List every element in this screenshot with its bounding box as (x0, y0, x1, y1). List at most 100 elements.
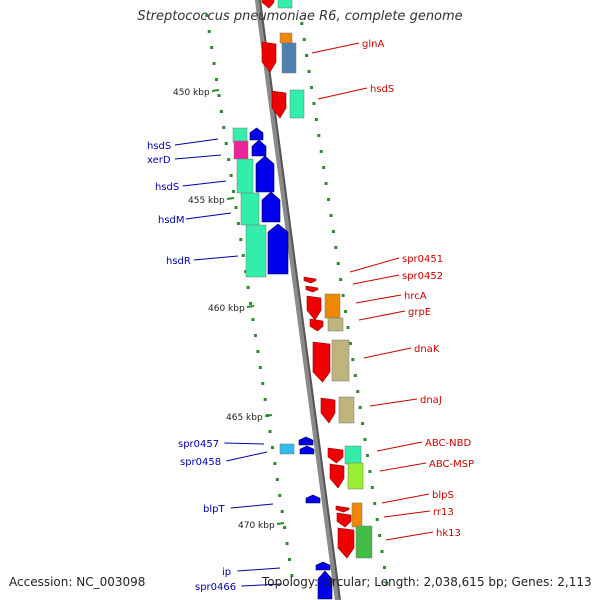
gene-label-xerd: xerD (147, 155, 171, 166)
gene-label-abc-nbd: ABC-NBD (425, 438, 471, 449)
gene-label-connector-abc-nbd (376, 441, 423, 452)
gene-cog-box-hsds (232, 127, 248, 143)
gene-label-connector-dnaj (369, 398, 418, 407)
ruler-tick (322, 166, 326, 169)
gene-label-spr0466: spr0466 (195, 582, 236, 593)
gene-label-connector-rr13 (383, 510, 431, 518)
ruler-tick (365, 454, 369, 457)
ruler-tick (310, 86, 314, 89)
ruler-tick (380, 550, 384, 553)
ruler-tick (285, 542, 289, 545)
ruler-tick (236, 222, 240, 225)
gene-label-hsds: hsdS (147, 141, 171, 152)
ruler-tick (305, 54, 309, 57)
gene-label-connector-spr0457 (224, 442, 265, 445)
ruler-label: 470 kbp (238, 521, 275, 531)
gene-label-hrca: hrcA (404, 291, 427, 302)
ruler-tick (356, 390, 360, 393)
gene-label-dnak: dnaK (414, 344, 440, 355)
ruler-tick (329, 214, 333, 217)
ruler-major-tick (276, 522, 285, 525)
ruler-tick (283, 526, 287, 529)
ruler-tick (239, 238, 243, 241)
ruler-tick (331, 230, 335, 233)
gene-cog-box-rr13 (351, 502, 363, 528)
gene-cds-spr0457 (298, 436, 314, 446)
ruler-label: 455 kbp (188, 196, 225, 206)
ruler-tick (249, 302, 253, 305)
gene-label-connector-hsdm (185, 212, 232, 220)
ruler-tick (210, 46, 214, 49)
gene-cds-hsdm (261, 191, 281, 223)
gene-cds-offscreen (261, 0, 275, 9)
gene-label-connector-spr0452 (352, 274, 400, 285)
ruler-tick (363, 438, 367, 441)
gene-cds-spr0452 (305, 285, 319, 293)
ruler-label: 465 kbp (226, 413, 263, 423)
gene-cog-box-hsds (289, 89, 305, 119)
ruler-label: 450 kbp (173, 88, 210, 98)
ruler-tick (258, 366, 262, 369)
gene-cds-blpt (305, 494, 321, 504)
gene-label-connector-blpt (230, 503, 274, 509)
gene-cog-box-dnaj (338, 396, 355, 424)
ruler-tick (341, 294, 345, 297)
gene-label-spr0458: spr0458 (180, 457, 221, 468)
ruler-tick (219, 110, 223, 113)
gene-label-spr0452: spr0452 (402, 271, 443, 282)
gene-label-spr0451: spr0451 (402, 254, 443, 265)
gene-cds-ip (315, 561, 331, 571)
ruler-tick (229, 174, 233, 177)
gene-label-connector-spr0451 (349, 257, 400, 273)
ruler-tick (307, 70, 311, 73)
gene-cog-box-hsdr (245, 224, 267, 278)
gene-label-rr13: rr13 (433, 507, 454, 518)
gene-cds-abc-nbd (327, 447, 344, 464)
ruler-tick (290, 574, 294, 577)
gene-label-connector-blps (381, 493, 430, 504)
ruler-tick (256, 350, 260, 353)
ruler-tick (244, 270, 248, 273)
ruler-tick (324, 182, 328, 185)
ruler-tick (227, 158, 231, 161)
gene-label-hsds: hsdS (155, 182, 179, 193)
gene-label-spr0457: spr0457 (178, 439, 219, 450)
gene-cog-box-abc-msp (347, 462, 364, 490)
ruler-tick (278, 494, 282, 497)
genome-backbone (255, 0, 339, 600)
gene-cds-blps (335, 505, 350, 513)
genome-summary-text: Topology: circular; Length: 2,038,615 bp… (262, 575, 592, 589)
gene-label-connector-hk13 (385, 531, 434, 541)
gene-label-dnaj: dnaJ (420, 395, 442, 406)
gene-cds-spr0451 (303, 276, 317, 284)
ruler-tick (336, 262, 340, 265)
ruler-tick (273, 462, 277, 465)
gene-cds-grpe (309, 318, 324, 332)
ruler-tick (358, 406, 362, 409)
ruler-tick (314, 118, 318, 121)
ruler-tick (373, 502, 377, 505)
ruler-tick (378, 534, 382, 537)
gene-cog-box-hsds (236, 158, 254, 194)
ruler-tick (205, 14, 209, 17)
ruler-tick (234, 206, 238, 209)
ruler-major-tick (246, 305, 255, 308)
ruler-tick (302, 38, 306, 41)
gene-label-abc-msp: ABC-MSP (429, 459, 474, 470)
ruler-tick (385, 582, 389, 585)
gene-cog-box-grpe (327, 317, 344, 332)
gene-label-connector-grpe (358, 310, 406, 321)
accession-text: Accession: NC_003098 (9, 575, 146, 589)
gene-cog-box-glna (281, 42, 297, 74)
gene-cds-spr0458 (299, 445, 315, 455)
gene-label-connector-spr0458 (226, 451, 268, 462)
gene-label-connector-xerd (174, 154, 222, 160)
gene-cog-box-hk13 (355, 525, 373, 559)
ruler-tick (217, 94, 221, 97)
ruler-tick (270, 446, 274, 449)
ruler-major-tick (264, 414, 273, 417)
ruler-tick (268, 430, 272, 433)
gene-cds-rr13 (336, 512, 352, 528)
ruler-tick (300, 22, 304, 25)
